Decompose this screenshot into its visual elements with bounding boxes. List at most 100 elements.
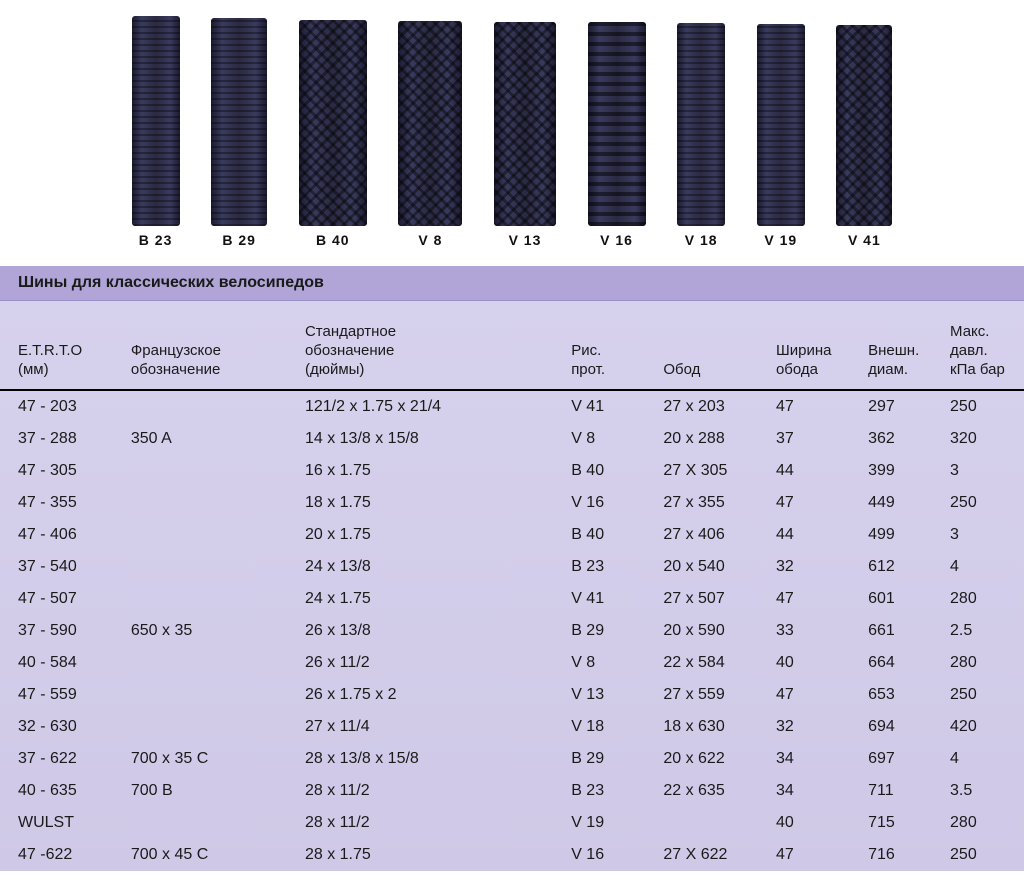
cell-etrto: WULST [0, 807, 123, 839]
cell-press: 280 [942, 647, 1024, 679]
cell-rim: 22 x 635 [655, 775, 768, 807]
tire-label: V 13 [509, 232, 542, 248]
tire-item: V 19 [757, 24, 805, 248]
tire-item: V 13 [494, 22, 556, 248]
cell-tread: V 8 [563, 423, 655, 455]
tire-label: B 40 [316, 232, 350, 248]
cell-std: 28 x 1.75 [297, 839, 563, 871]
cell-french [123, 519, 297, 551]
cell-rimw: 44 [768, 455, 860, 487]
cell-diam: 661 [860, 615, 942, 647]
col-header-tread: Рис.прот. [563, 301, 655, 390]
tire-label: B 23 [139, 232, 173, 248]
cell-press: 2.5 [942, 615, 1024, 647]
table-row: 40 - 58426 x 11/2V 822 x 58440664280 [0, 647, 1024, 679]
tire-label: V 19 [764, 232, 797, 248]
tire-item: V 41 [836, 25, 892, 248]
cell-etrto: 47 -622 [0, 839, 123, 871]
cell-diam: 716 [860, 839, 942, 871]
cell-press: 3.5 [942, 775, 1024, 807]
cell-french [123, 487, 297, 519]
cell-french: 350 A [123, 423, 297, 455]
tire-table-section: Шины для классических велосипедов E.T.R.… [0, 266, 1024, 871]
cell-diam: 711 [860, 775, 942, 807]
cell-std: 26 x 11/2 [297, 647, 563, 679]
tire-label: B 29 [222, 232, 256, 248]
cell-std: 20 x 1.75 [297, 519, 563, 551]
table-row: 37 - 590650 x 3526 x 13/8B 2920 x 590336… [0, 615, 1024, 647]
table-row: 37 - 622700 x 35 C28 x 13/8 x 15/8B 2920… [0, 743, 1024, 775]
cell-etrto: 47 - 507 [0, 583, 123, 615]
cell-press: 280 [942, 583, 1024, 615]
col-header-std: Стандартноеобозначение(дюймы) [297, 301, 563, 390]
cell-rimw: 32 [768, 711, 860, 743]
table-row: 37 - 54024 x 13/8B 2320 x 540326124 [0, 551, 1024, 583]
cell-rimw: 47 [768, 583, 860, 615]
cell-diam: 449 [860, 487, 942, 519]
tire-spec-table: E.T.R.T.O(мм) Французскоеобозначение Ста… [0, 301, 1024, 871]
cell-tread: B 40 [563, 519, 655, 551]
cell-rim: 20 x 590 [655, 615, 768, 647]
cell-tread: V 18 [563, 711, 655, 743]
cell-diam: 499 [860, 519, 942, 551]
cell-diam: 664 [860, 647, 942, 679]
cell-etrto: 37 - 590 [0, 615, 123, 647]
cell-rimw: 47 [768, 839, 860, 871]
table-row: 37 - 288350 A14 x 13/8 x 15/8V 820 x 288… [0, 423, 1024, 455]
table-row: 47 - 35518 x 1.75V 1627 x 35547449250 [0, 487, 1024, 519]
cell-std: 28 x 13/8 x 15/8 [297, 743, 563, 775]
col-header-rimw: Ширинаобода [768, 301, 860, 390]
cell-press: 250 [942, 839, 1024, 871]
cell-std: 26 x 13/8 [297, 615, 563, 647]
tire-image [132, 16, 180, 226]
cell-rim: 18 x 630 [655, 711, 768, 743]
tire-image [494, 22, 556, 226]
cell-tread: V 41 [563, 390, 655, 423]
table-row: 47 - 40620 x 1.75B 4027 x 406444993 [0, 519, 1024, 551]
cell-rimw: 34 [768, 775, 860, 807]
cell-tread: V 8 [563, 647, 655, 679]
cell-press: 3 [942, 455, 1024, 487]
cell-std: 26 x 1.75 x 2 [297, 679, 563, 711]
cell-etrto: 32 - 630 [0, 711, 123, 743]
cell-etrto: 37 - 288 [0, 423, 123, 455]
cell-french: 700 x 45 C [123, 839, 297, 871]
tire-item: V 8 [398, 21, 462, 248]
tire-image [757, 24, 805, 226]
col-header-rim: Обод [655, 301, 768, 390]
cell-etrto: 47 - 559 [0, 679, 123, 711]
table-title: Шины для классических велосипедов [0, 266, 1024, 301]
cell-rimw: 44 [768, 519, 860, 551]
tire-image [836, 25, 892, 226]
cell-etrto: 37 - 622 [0, 743, 123, 775]
cell-tread: B 29 [563, 615, 655, 647]
cell-diam: 694 [860, 711, 942, 743]
cell-french [123, 711, 297, 743]
cell-tread: V 13 [563, 679, 655, 711]
table-row: 47 -622700 x 45 C28 x 1.75V 1627 X 62247… [0, 839, 1024, 871]
cell-press: 250 [942, 487, 1024, 519]
cell-rim [655, 807, 768, 839]
cell-press: 3 [942, 519, 1024, 551]
table-row: 47 - 50724 x 1.75V 4127 x 50747601280 [0, 583, 1024, 615]
cell-tread: B 29 [563, 743, 655, 775]
cell-french [123, 551, 297, 583]
cell-tread: V 19 [563, 807, 655, 839]
cell-tread: B 23 [563, 775, 655, 807]
cell-diam: 399 [860, 455, 942, 487]
cell-french [123, 647, 297, 679]
cell-rim: 27 x 406 [655, 519, 768, 551]
tire-image [677, 23, 725, 226]
cell-french [123, 455, 297, 487]
cell-diam: 601 [860, 583, 942, 615]
cell-french [123, 390, 297, 423]
cell-std: 14 x 13/8 x 15/8 [297, 423, 563, 455]
cell-french [123, 679, 297, 711]
tire-image [398, 21, 462, 226]
cell-tread: V 41 [563, 583, 655, 615]
cell-tread: B 40 [563, 455, 655, 487]
cell-diam: 362 [860, 423, 942, 455]
cell-etrto: 40 - 584 [0, 647, 123, 679]
cell-diam: 612 [860, 551, 942, 583]
cell-french: 700 x 35 C [123, 743, 297, 775]
